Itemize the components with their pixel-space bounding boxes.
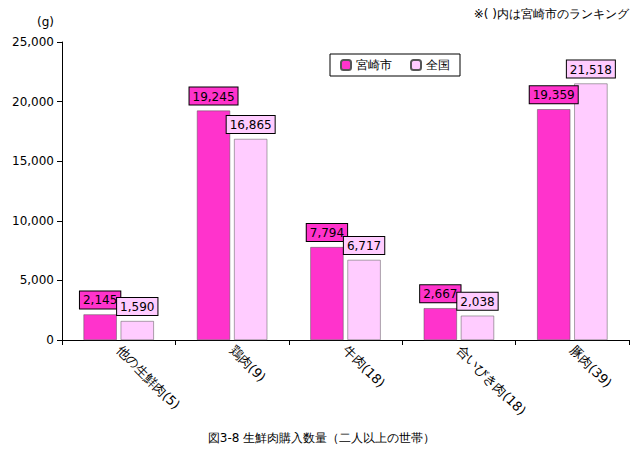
svg-text:5,000: 5,000 <box>20 273 54 287</box>
svg-text:2,667: 2,667 <box>423 287 457 301</box>
svg-text:15,000: 15,000 <box>12 154 54 168</box>
svg-text:宮崎市: 宮崎市 <box>356 58 392 72</box>
svg-text:豚肉(39): 豚肉(39) <box>567 343 615 391</box>
svg-text:21,518: 21,518 <box>570 63 612 77</box>
svg-text:2,038: 2,038 <box>460 295 494 309</box>
svg-text:16,865: 16,865 <box>230 118 272 132</box>
svg-text:7,794: 7,794 <box>310 226 344 240</box>
svg-text:図3-8 生鮮肉購入数量（二人以上の世帯）: 図3-8 生鮮肉購入数量（二人以上の世帯） <box>208 431 435 445</box>
svg-text:鶏肉(9): 鶏肉(9) <box>227 343 269 385</box>
svg-text:他の生鮮肉(5): 他の生鮮肉(5) <box>113 343 183 413</box>
svg-text:牛肉(18): 牛肉(18) <box>340 343 388 391</box>
svg-text:6,717: 6,717 <box>347 239 381 253</box>
svg-text:19,245: 19,245 <box>193 90 235 104</box>
svg-text:20,000: 20,000 <box>12 95 54 109</box>
svg-text:25,000: 25,000 <box>12 35 54 49</box>
svg-text:※( )内は宮崎市のランキング: ※( )内は宮崎市のランキング <box>474 7 630 21</box>
svg-text:合いびき肉(18): 合いびき肉(18) <box>454 343 529 418</box>
svg-text:全国: 全国 <box>426 58 450 72</box>
svg-text:10,000: 10,000 <box>12 214 54 228</box>
svg-text:2,145: 2,145 <box>83 293 117 307</box>
svg-text:19,359: 19,359 <box>533 88 575 102</box>
svg-text:(g): (g) <box>37 15 54 29</box>
svg-text:1,590: 1,590 <box>120 300 154 314</box>
svg-text:0: 0 <box>46 333 54 347</box>
